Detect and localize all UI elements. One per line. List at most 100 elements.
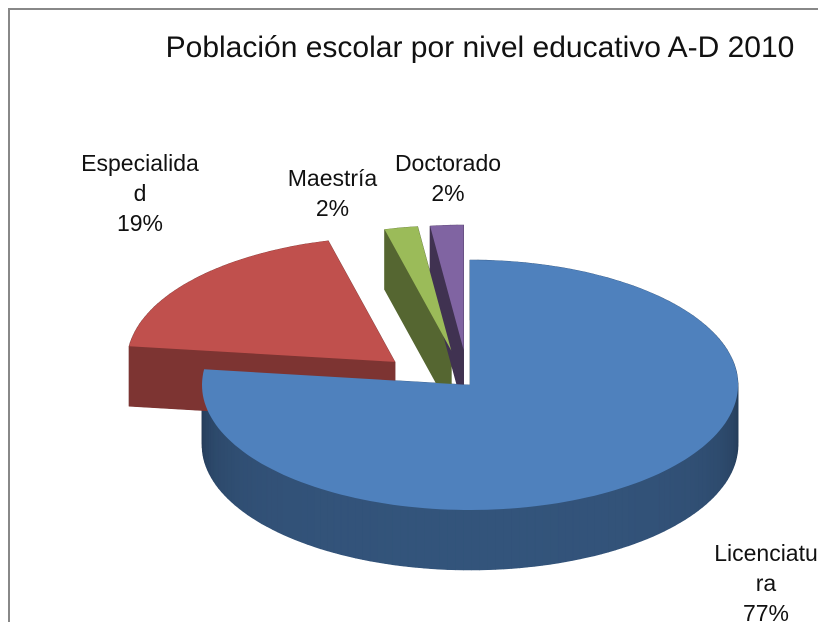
- slice-side: [542, 503, 551, 566]
- slice-side: [271, 468, 279, 533]
- category-label: Licenciatura: [714, 540, 818, 596]
- slice-side: [377, 501, 386, 564]
- slice-side: [713, 432, 718, 498]
- category-label: Maestría: [287, 165, 378, 191]
- slice: [430, 225, 464, 351]
- slice-side: [526, 505, 536, 568]
- slice-side: [634, 480, 642, 544]
- slice-side: [727, 414, 730, 481]
- slice-label: Maestría 2%: [270, 163, 395, 223]
- slice-side: [557, 501, 566, 564]
- slice-side: [674, 461, 681, 526]
- slice-side: [503, 508, 512, 570]
- slice: [384, 226, 452, 351]
- slice-side: [340, 494, 349, 557]
- slice-side: [518, 506, 528, 569]
- value-label: 77%: [742, 600, 790, 622]
- slice-side: [716, 429, 721, 495]
- slice-side: [549, 502, 559, 565]
- slice-side: [439, 508, 448, 570]
- slice-side: [640, 478, 648, 542]
- slice-side: [587, 495, 595, 558]
- slice-side: [277, 471, 284, 536]
- frame: [8, 8, 818, 622]
- slice-side: [369, 500, 378, 563]
- slice-side: [218, 427, 222, 493]
- slice-side: [313, 486, 321, 550]
- slice-side: [231, 441, 236, 506]
- slice-side: [722, 422, 726, 488]
- slice-side: [256, 460, 263, 525]
- slice-side: [362, 499, 371, 562]
- chart-title: Población escolar por nivel educativo A-…: [165, 31, 795, 64]
- slice-side: [511, 507, 520, 569]
- slice-side: [652, 473, 660, 537]
- slice-side: [709, 436, 714, 502]
- slice-side: [455, 509, 464, 571]
- slice-side: [615, 487, 623, 551]
- slice-side: [227, 437, 232, 503]
- slice-side: [479, 509, 488, 571]
- slice-side: [392, 504, 401, 567]
- slice-side: [447, 509, 456, 571]
- slice-side: [693, 449, 699, 514]
- slice-side: [698, 446, 703, 511]
- slice-label: Especialidad 19%: [80, 148, 200, 238]
- slice-side: [251, 457, 258, 522]
- slice-side: [601, 491, 609, 555]
- slice-side: [261, 463, 268, 528]
- slice-side: [247, 454, 253, 519]
- slice-side: [294, 479, 302, 543]
- slice-side: [215, 423, 219, 490]
- slice-side: [608, 489, 616, 553]
- slice-side: [565, 500, 574, 563]
- slice-side: [282, 474, 290, 538]
- slice: [202, 260, 738, 510]
- slice-side: [463, 509, 472, 571]
- slice-side: [679, 459, 686, 524]
- slice-side: [684, 455, 691, 521]
- slice-side: [702, 443, 707, 508]
- value-label: 19%: [116, 210, 164, 236]
- slice-side: [431, 508, 440, 570]
- slice-side: [594, 493, 603, 557]
- slice-side: [224, 434, 228, 500]
- slice-side: [669, 464, 676, 529]
- slice-label: Doctorado 2%: [394, 148, 502, 208]
- slice-side: [234, 444, 240, 509]
- slice-side: [221, 430, 225, 496]
- slice-side: [719, 425, 723, 492]
- slice-side: [664, 467, 671, 532]
- slice-side: [495, 508, 504, 570]
- slice-side: [307, 483, 315, 548]
- slice-side: [333, 492, 342, 555]
- value-label: 2%: [315, 195, 350, 221]
- slice-side: [689, 452, 695, 518]
- category-label: Doctorado: [394, 150, 502, 176]
- slice-side: [384, 503, 393, 566]
- slice-side: [238, 447, 244, 513]
- slice-side: [724, 418, 728, 485]
- slice-side: [706, 439, 711, 505]
- slice-side: [300, 481, 308, 545]
- slice-side: [621, 485, 629, 549]
- slice-side: [407, 506, 417, 568]
- slice-side: [213, 420, 217, 486]
- slice-side: [288, 476, 296, 541]
- slice-side: [534, 504, 544, 567]
- slice-side: [646, 475, 654, 540]
- slice-side: [579, 496, 588, 560]
- slice: [129, 240, 395, 362]
- slice-side: [415, 507, 425, 569]
- slice-label: Licenciatura 77%: [712, 538, 818, 622]
- slice-side: [471, 509, 480, 571]
- slice-side: [487, 509, 496, 571]
- slice-side: [320, 488, 328, 552]
- category-label: Especialidad: [81, 150, 199, 206]
- slice-side: [347, 495, 356, 559]
- slice-side: [210, 416, 214, 483]
- value-label: 2%: [431, 180, 465, 206]
- slice-side: [326, 490, 335, 554]
